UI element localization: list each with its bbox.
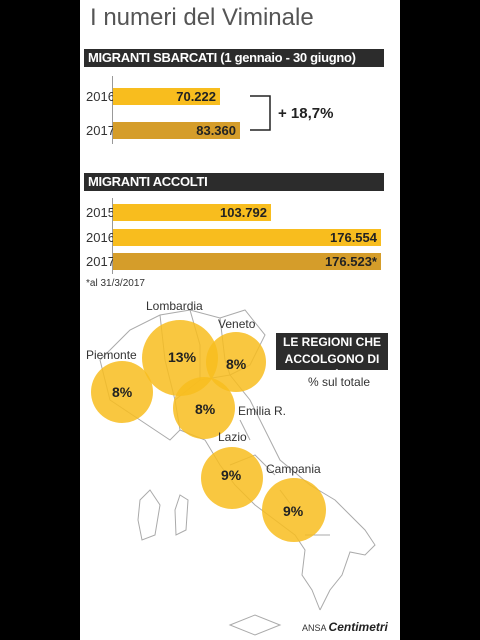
map-legend-title: LE REGIONI CHE ACCOLGONO DI PIÙ — [276, 333, 388, 383]
accolti-bar-2015: 103.792 — [113, 204, 271, 221]
region-circle-campania — [262, 478, 326, 542]
infographic-card: I numeri del Viminale MIGRANTI SBARCATI … — [80, 0, 400, 640]
region-value-emilia-r: 8% — [195, 401, 216, 417]
region-label-campania: Campania — [266, 462, 321, 476]
region-label-lombardia: Lombardia — [146, 299, 203, 313]
region-value-piemonte: 8% — [112, 384, 133, 400]
sbarcati-bar-value-2017: 83.360 — [196, 123, 236, 138]
accolti-year-label-2017: 2017 — [86, 254, 115, 269]
page-title: I numeri del Viminale — [90, 4, 314, 31]
footnote: *al 31/3/2017 — [86, 278, 145, 289]
section-title-sbarcati: MIGRANTI SBARCATI (1 gennaio - 30 giugno… — [84, 49, 384, 67]
credit: ANSA Centimetri — [302, 620, 388, 634]
axis-line-accolti — [112, 198, 113, 274]
accolti-bar-value-2015: 103.792 — [220, 205, 267, 220]
region-label-lazio: Lazio — [218, 430, 247, 444]
region-circle-lazio — [201, 447, 263, 509]
credit-brand: Centimetri — [328, 620, 388, 634]
growth-annotation: + 18,7% — [278, 105, 334, 122]
accolti-bar-2016: 176.554 — [113, 229, 381, 246]
accolti-bar-2017: 176.523* — [113, 253, 381, 270]
accolti-bar-value-2016: 176.554 — [330, 230, 377, 245]
region-circle-emilia-r — [173, 377, 235, 439]
region-circle-lombardia — [142, 320, 218, 396]
credit-agency: ANSA — [302, 623, 327, 633]
bracket-line — [250, 95, 271, 131]
accolti-year-label-2015: 2015 — [86, 205, 115, 220]
region-value-veneto: 8% — [226, 356, 247, 372]
region-label-veneto: Veneto — [218, 317, 256, 331]
sbarcati-bar-2017: 83.360 — [113, 122, 240, 139]
region-label-piemonte: Piemonte — [86, 348, 137, 362]
sbarcati-year-label-2016: 2016 — [86, 89, 115, 104]
region-circle-veneto — [206, 332, 266, 392]
map-legend-subtitle: % sul totale — [308, 375, 371, 389]
axis-line-sbarcati — [112, 76, 113, 144]
region-value-lombardia: 13% — [168, 349, 197, 365]
section-title-accolti: MIGRANTI ACCOLTI — [84, 173, 384, 191]
region-value-campania: 9% — [283, 503, 304, 519]
sbarcati-bar-value-2016: 70.222 — [176, 89, 216, 104]
region-label-emilia-r: Emilia R. — [238, 404, 287, 418]
accolti-year-label-2016: 2016 — [86, 230, 115, 245]
sbarcati-year-label-2017: 2017 — [86, 123, 115, 138]
accolti-bar-value-2017: 176.523* — [324, 254, 377, 269]
italy-map — [91, 309, 376, 636]
sbarcati-bar-2016: 70.222 — [113, 88, 220, 105]
region-circle-piemonte — [91, 361, 153, 423]
region-value-lazio: 9% — [221, 467, 242, 483]
